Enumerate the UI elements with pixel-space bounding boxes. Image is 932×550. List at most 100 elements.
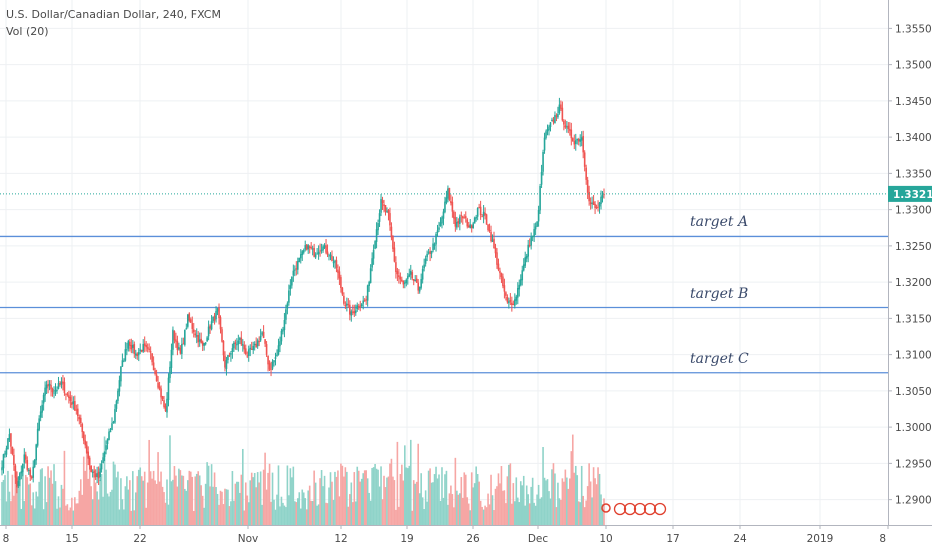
- candle-body: [516, 288, 519, 298]
- candle-body: [326, 251, 329, 255]
- volume-bar: [314, 482, 317, 525]
- volume-bar: [239, 492, 241, 525]
- volume-bar: [87, 478, 90, 525]
- volume-bar: [411, 510, 414, 525]
- candle-body: [167, 377, 170, 401]
- volume-bar: [173, 466, 176, 525]
- volume-bar: [123, 509, 125, 525]
- candle-body: [390, 226, 393, 238]
- candle-body: [601, 195, 604, 198]
- candle-body: [322, 246, 324, 251]
- volume-bar: [450, 485, 452, 525]
- price-axis[interactable]: 1.29000 1.29500 1.30000 1.30500 1.31000 1.315…: [888, 0, 932, 550]
- volume-bar: [332, 500, 335, 525]
- candle-body: [540, 171, 543, 185]
- volume-bar: [189, 471, 192, 525]
- volume-bar: [71, 497, 73, 525]
- volume-bar: [42, 509, 45, 525]
- volume-bar: [551, 469, 553, 525]
- volume-bar: [139, 467, 142, 525]
- candle-body: [203, 343, 205, 346]
- volume-bar: [479, 500, 482, 525]
- candle-body: [50, 385, 52, 390]
- volume-bar: [527, 494, 529, 525]
- volume-bar: [302, 492, 305, 525]
- candle-body: [19, 473, 21, 481]
- candle-body: [32, 466, 35, 478]
- candle-body: [136, 353, 139, 357]
- time-tick-label: 24: [733, 533, 747, 545]
- volume-bar: [528, 503, 531, 525]
- volume-bar: [170, 481, 173, 525]
- candle-body: [350, 311, 353, 316]
- candle-body: [552, 119, 555, 123]
- candle-body: [26, 459, 29, 470]
- volume-bar: [439, 500, 442, 525]
- volume-bar: [347, 506, 350, 525]
- volume-bar: [10, 501, 12, 525]
- volume-bar: [23, 501, 26, 525]
- candle-body: [45, 384, 48, 389]
- candle-body: [518, 284, 521, 290]
- candle-body: [505, 292, 507, 296]
- time-axis[interactable]: 8 15 22 Nov 12 19 26 Dec 10 17 24 2019 8: [0, 525, 932, 545]
- candle-body: [429, 251, 431, 255]
- candle-body: [399, 276, 402, 280]
- volume-bar: [574, 465, 577, 525]
- price-tick-label: 1.35500: [895, 23, 932, 35]
- volume-bar: [5, 501, 8, 525]
- candle-body: [460, 215, 463, 217]
- volume-bar: [582, 495, 584, 525]
- candle-body: [155, 374, 158, 382]
- candle-body: [163, 400, 165, 407]
- candle-body: [112, 421, 115, 423]
- volume-bar: [359, 481, 362, 525]
- volume-bar: [280, 496, 283, 525]
- volume-bar: [126, 476, 128, 525]
- volume-bar: [401, 464, 403, 525]
- last-price-badge: [888, 185, 932, 202]
- volume-bar: [243, 510, 246, 525]
- volume-bar: [387, 476, 390, 525]
- event-marker-icon: [601, 503, 611, 513]
- candle-body: [130, 344, 133, 350]
- candle-body: [197, 334, 200, 343]
- volume-bar: [215, 487, 217, 525]
- volume-bar: [415, 481, 418, 525]
- candle-body: [148, 348, 150, 350]
- volume-bar: [389, 463, 391, 525]
- volume-bar: [506, 476, 509, 525]
- volume-bar: [209, 486, 211, 525]
- volume-bar: [375, 468, 378, 525]
- volume-bar: [285, 507, 287, 525]
- volume-bar: [435, 466, 437, 525]
- candle-body: [36, 428, 39, 446]
- volume-bar: [72, 510, 75, 525]
- candle-body: [228, 355, 231, 357]
- volume-bar: [525, 485, 528, 525]
- candle-body: [103, 451, 106, 458]
- volume-bar: [372, 467, 375, 525]
- candle-body: [60, 381, 63, 385]
- candle-body: [90, 465, 92, 472]
- volume-bar: [432, 482, 434, 525]
- volume-bar: [88, 458, 91, 525]
- candle-body: [585, 167, 587, 180]
- candle-body: [249, 347, 252, 350]
- candle-body: [63, 382, 66, 393]
- candle-body: [298, 257, 301, 262]
- candle-body: [497, 263, 500, 270]
- candle-body: [158, 386, 161, 389]
- volume-bar: [262, 469, 265, 525]
- candle-body: [292, 270, 295, 276]
- volume-bar: [118, 509, 121, 525]
- candle-body: [176, 341, 179, 350]
- volume-bar: [414, 483, 417, 525]
- volume-bar: [356, 466, 359, 525]
- volume-bar: [561, 478, 564, 525]
- volume-bar: [240, 474, 243, 525]
- volume-bar: [592, 467, 595, 525]
- volume-bar: [601, 504, 604, 525]
- candle-body: [57, 383, 60, 389]
